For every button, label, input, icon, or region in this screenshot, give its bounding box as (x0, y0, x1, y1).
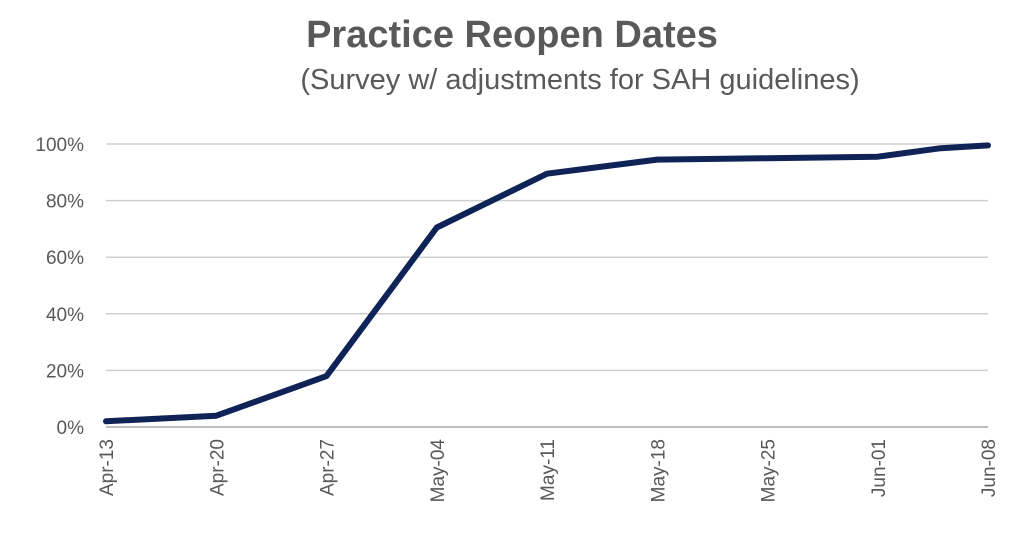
x-axis-tick-labels: Apr-13 Apr-20 Apr-27 May-04 May-11 May-18 May-… (97, 439, 1000, 503)
x-tick-label: Apr-27 (318, 439, 339, 496)
x-tick-label: Jun-01 (869, 439, 890, 497)
x-tick-label: May-11 (538, 439, 559, 501)
chart-subtitle: (Survey w/ adjustments for SAH guideline… (300, 64, 860, 96)
x-tick-label: Apr-20 (207, 439, 228, 496)
y-tick-label: 0% (57, 418, 85, 439)
y-tick-label: 100% (35, 135, 84, 156)
x-tick-label: May-18 (648, 439, 669, 502)
series-layer (103, 142, 991, 425)
x-tick-label: Apr-13 (97, 439, 118, 496)
y-tick-label: 40% (46, 305, 84, 326)
x-tick-label: Jun-08 (979, 439, 1000, 497)
x-tick-label: May-04 (428, 439, 449, 503)
x-tick-label: May-25 (759, 439, 780, 502)
y-tick-label: 80% (46, 192, 84, 213)
series-line (103, 142, 991, 425)
y-axis-tick-labels: 0% 20% 40% 60% 80% 100% (35, 135, 84, 439)
chart-title: Practice Reopen Dates (306, 14, 718, 56)
y-tick-label: 20% (46, 361, 84, 382)
gridlines (106, 143, 988, 428)
y-tick-label: 60% (46, 248, 84, 269)
